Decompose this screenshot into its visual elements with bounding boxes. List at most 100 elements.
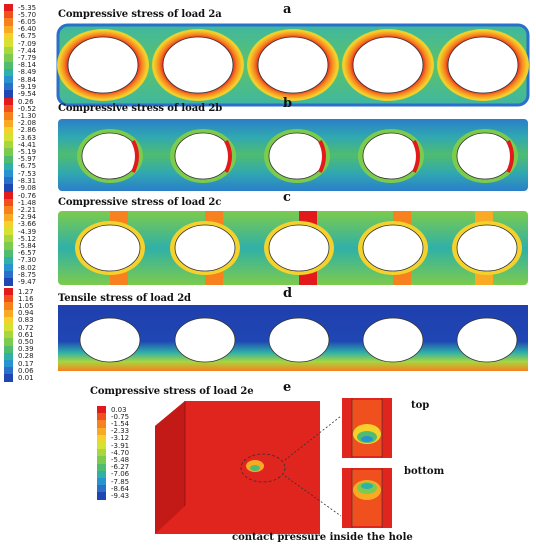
block-3d	[155, 401, 342, 534]
legend-tick-label: -0.52	[18, 104, 37, 113]
legend-tick-label: -3.63	[18, 133, 37, 142]
legend-swatch	[4, 331, 13, 339]
legend-tick-label: -8.31	[18, 176, 37, 185]
plate-b	[58, 119, 528, 191]
legend-tick-label: 0.03	[111, 405, 127, 414]
legend-tick-label: -7.85	[111, 477, 130, 486]
legend-tick-label: -8.14	[18, 61, 37, 70]
legend-tick-label: -9.43	[111, 491, 130, 500]
legend-tick-label: -2.33	[111, 427, 130, 436]
legend-swatch	[4, 228, 13, 236]
detail-bottom	[342, 468, 392, 528]
legend-swatch	[4, 271, 13, 279]
legend-swatch	[97, 478, 106, 486]
legend-tick-label: -6.57	[18, 249, 37, 258]
legend-tick-label: -1.30	[18, 111, 37, 120]
legend-swatch	[97, 463, 106, 472]
panel-d-title: Tensile stress of load 2d	[58, 293, 191, 304]
legend-swatch	[4, 162, 13, 171]
panel-e-label: e	[283, 380, 292, 395]
legend-swatch	[4, 352, 13, 361]
panel-a-title: Compressive stress of load 2a	[58, 9, 222, 20]
legend-swatch	[97, 434, 106, 443]
legend-tick-label: -7.79	[18, 53, 37, 62]
legend-swatch	[4, 324, 13, 332]
legend-swatch	[4, 177, 13, 185]
legend-swatch	[4, 98, 13, 106]
legend-swatch	[97, 442, 106, 450]
legend-tick-label: -0.75	[111, 412, 130, 421]
legend-tick-label: -7.09	[18, 39, 37, 48]
legend-swatch	[4, 278, 13, 287]
label-contact-pressure: contact pressure inside the hole	[232, 532, 413, 543]
legend-swatch	[4, 54, 13, 63]
legend-tick-label: 0.17	[18, 359, 34, 368]
panel-b-label: b	[283, 96, 293, 111]
legend-swatch	[4, 360, 13, 368]
legend-tick-label: -0.76	[18, 191, 37, 200]
legend-swatch	[4, 288, 13, 296]
legend-tick-label: -3.12	[111, 434, 130, 443]
legend-tick-label: -7.06	[111, 470, 130, 479]
legend-swatch	[4, 249, 13, 258]
legend-swatch	[97, 470, 106, 479]
legend-tick-label: 1.05	[18, 301, 34, 310]
label-top: top	[411, 400, 430, 411]
legend-tick-label: -4.39	[18, 227, 37, 236]
legend-swatch	[4, 148, 13, 157]
legend-swatch	[4, 141, 13, 149]
legend-tick-label: -5.12	[18, 234, 37, 243]
legend-swatch	[97, 492, 106, 501]
legend-swatch	[4, 374, 13, 383]
legend-tick-label: 0.61	[18, 330, 34, 339]
panel-c-label: c	[283, 190, 291, 205]
legend-tick-label: 0.28	[18, 352, 34, 361]
legend-swatch	[4, 302, 13, 311]
legend-tick-label: -8.49	[18, 68, 37, 77]
legend-swatch	[4, 105, 13, 113]
legend-swatch	[97, 406, 106, 414]
legend-swatch	[4, 235, 13, 243]
legend-swatch	[4, 199, 13, 207]
legend-tick-label: -9.47	[18, 277, 37, 286]
legend-swatch	[97, 456, 106, 465]
plate-a	[56, 23, 530, 107]
legend-swatch	[4, 90, 13, 99]
legend-swatch	[4, 4, 13, 12]
legend-swatch	[4, 338, 13, 347]
legend-tick-label: -3.91	[111, 441, 130, 450]
legend-swatch	[4, 256, 13, 265]
legend-tick-label: -9.54	[18, 89, 37, 98]
panel-d-label: d	[283, 286, 293, 301]
legend-swatch	[97, 449, 106, 457]
plate-d	[58, 305, 528, 371]
legend-swatch	[4, 367, 13, 375]
legend-tick-label: -7.53	[18, 169, 37, 178]
legend-tick-label: -5.70	[18, 10, 37, 19]
legend-swatch	[4, 112, 13, 121]
legend-swatch	[4, 126, 13, 135]
legend-tick-label: -1.54	[111, 419, 130, 428]
legend-tick-label: -4.41	[18, 140, 37, 149]
legend-tick-label: 0.83	[18, 316, 34, 325]
legend-tick-label: -6.05	[18, 17, 37, 26]
panel-c-title: Compressive stress of load 2c	[58, 197, 222, 208]
legend-swatch	[4, 134, 13, 142]
legend-tick-label: 1.27	[18, 287, 34, 296]
hole-marker	[240, 453, 286, 483]
legend-tick-label: -7.30	[18, 256, 37, 265]
legend-swatch	[97, 413, 106, 421]
legend-swatch	[4, 119, 13, 128]
legend-swatch	[4, 316, 13, 325]
plate-c	[58, 211, 528, 285]
legend-tick-label: -5.35	[18, 3, 37, 12]
legend-tick-label: -2.86	[18, 126, 37, 135]
legend-tick-label: 0.06	[18, 366, 34, 375]
legend-swatch	[4, 213, 13, 222]
legend-swatch	[4, 47, 13, 55]
legend-swatch	[97, 420, 106, 429]
legend-tick-label: -2.94	[18, 213, 37, 222]
legend-tick-label: -8.84	[18, 75, 37, 84]
legend-tick-label: 0.50	[18, 337, 34, 346]
legend-swatch	[4, 264, 13, 272]
